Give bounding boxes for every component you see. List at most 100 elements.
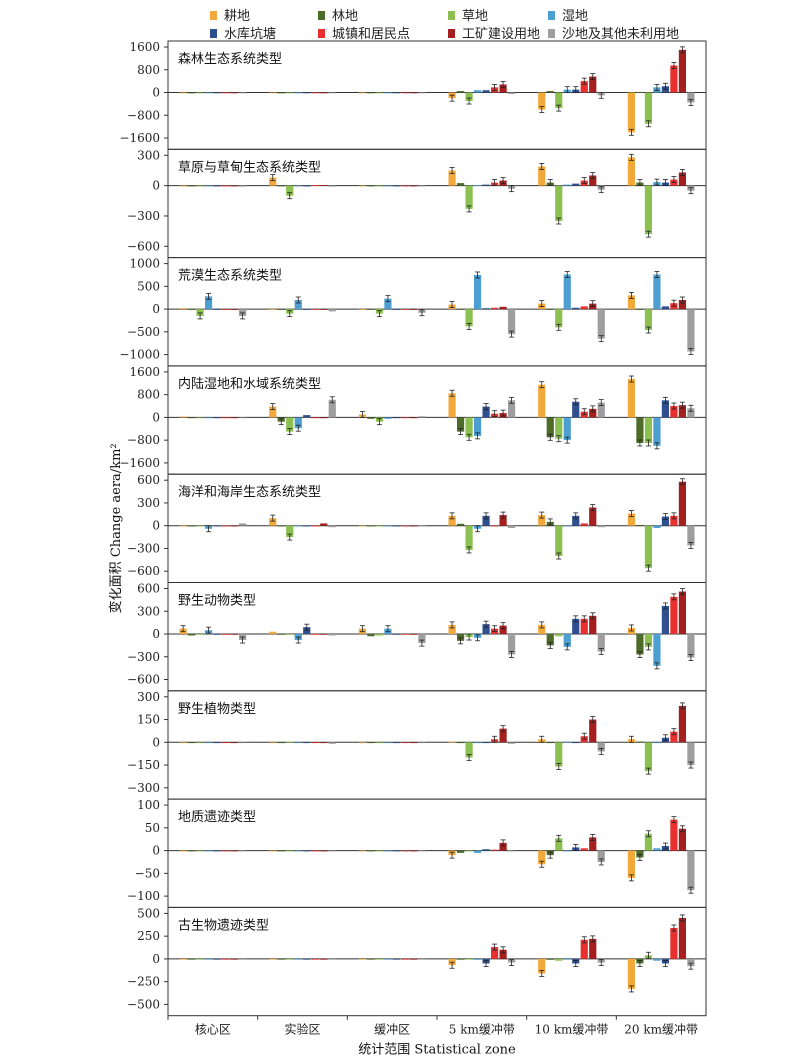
bar bbox=[392, 525, 401, 527]
bar bbox=[546, 309, 554, 310]
bar bbox=[286, 958, 294, 960]
y-tick-label: 0 bbox=[152, 179, 160, 193]
y-tick-label: 800 bbox=[137, 388, 160, 402]
bar bbox=[418, 958, 426, 960]
bar bbox=[538, 515, 546, 526]
bar bbox=[627, 379, 636, 418]
bar bbox=[507, 850, 516, 852]
bar bbox=[328, 634, 336, 636]
bar bbox=[636, 634, 644, 655]
bar bbox=[375, 742, 384, 744]
legend-swatch bbox=[210, 29, 217, 38]
bar bbox=[473, 417, 482, 436]
bar bbox=[367, 958, 375, 960]
bar bbox=[627, 157, 636, 186]
bar bbox=[238, 309, 247, 316]
bar bbox=[597, 402, 605, 418]
bar bbox=[392, 742, 401, 744]
bar bbox=[179, 308, 187, 310]
bar bbox=[636, 309, 644, 310]
y-tick-label: −500 bbox=[127, 997, 160, 1011]
y-tick-label: 1000 bbox=[129, 257, 160, 271]
bar bbox=[187, 742, 196, 744]
bar bbox=[196, 417, 204, 419]
bar bbox=[269, 406, 277, 418]
bar bbox=[465, 309, 473, 327]
bar bbox=[179, 958, 187, 960]
panel-title: 野生植物类型 bbox=[178, 702, 256, 717]
y-axis-title: 变化面积 Change aera/km² bbox=[108, 443, 124, 613]
bar bbox=[572, 618, 580, 634]
bar bbox=[627, 295, 636, 310]
bar bbox=[678, 828, 687, 851]
bar bbox=[456, 91, 465, 93]
bar bbox=[375, 92, 384, 94]
bar bbox=[269, 309, 277, 310]
bar bbox=[311, 742, 319, 744]
bar bbox=[678, 405, 687, 418]
bar bbox=[644, 742, 653, 772]
bar bbox=[204, 417, 213, 419]
legend-swatch bbox=[548, 29, 555, 38]
bar bbox=[546, 958, 554, 960]
bar bbox=[653, 274, 661, 310]
legend-label: 工矿建设用地 bbox=[462, 27, 540, 42]
bar bbox=[580, 81, 588, 93]
bar bbox=[286, 185, 294, 196]
bar bbox=[367, 185, 375, 187]
bar bbox=[448, 624, 456, 634]
bar bbox=[367, 309, 375, 310]
bar bbox=[482, 90, 490, 93]
bar bbox=[238, 850, 247, 852]
bar bbox=[328, 309, 336, 312]
bar bbox=[670, 927, 678, 959]
y-tick-label: 300 bbox=[137, 690, 160, 704]
bar bbox=[597, 742, 605, 752]
panel-title: 内陆湿地和水域系统类型 bbox=[178, 376, 321, 392]
bar bbox=[456, 742, 465, 744]
bar bbox=[213, 958, 221, 960]
y-tick-label: 300 bbox=[137, 148, 160, 162]
bar bbox=[286, 92, 294, 94]
bar bbox=[277, 525, 285, 527]
bar bbox=[384, 958, 392, 960]
y-tick-label: −500 bbox=[127, 325, 160, 339]
bar bbox=[221, 958, 230, 960]
bar bbox=[644, 634, 653, 647]
bar bbox=[644, 833, 653, 851]
bar bbox=[538, 384, 546, 418]
bar bbox=[589, 938, 597, 959]
y-tick-label: 0 bbox=[152, 86, 160, 100]
bar bbox=[555, 525, 563, 557]
bar bbox=[473, 274, 482, 310]
bar bbox=[572, 401, 580, 418]
bar bbox=[230, 850, 238, 852]
bar bbox=[358, 958, 367, 960]
bar bbox=[456, 958, 465, 960]
bar bbox=[367, 742, 375, 744]
bar bbox=[555, 185, 563, 222]
bar bbox=[636, 741, 644, 743]
legend-label: 沙地及其他未利用地 bbox=[562, 27, 679, 42]
bar bbox=[418, 742, 426, 744]
bar bbox=[409, 850, 418, 852]
bar bbox=[187, 850, 196, 852]
bar bbox=[294, 300, 302, 310]
bar bbox=[653, 634, 661, 666]
panel-title: 海洋和海岸生态系统类型 bbox=[178, 485, 321, 500]
bar bbox=[328, 525, 336, 528]
bar bbox=[597, 850, 605, 862]
bar bbox=[269, 177, 277, 186]
bar bbox=[367, 417, 375, 419]
bar bbox=[507, 525, 516, 528]
bar bbox=[409, 417, 418, 419]
bar bbox=[392, 309, 401, 310]
bar bbox=[384, 298, 392, 310]
bar bbox=[358, 185, 367, 187]
bar bbox=[294, 525, 302, 527]
bar bbox=[213, 417, 221, 419]
bar bbox=[546, 742, 554, 744]
bar bbox=[213, 525, 221, 527]
